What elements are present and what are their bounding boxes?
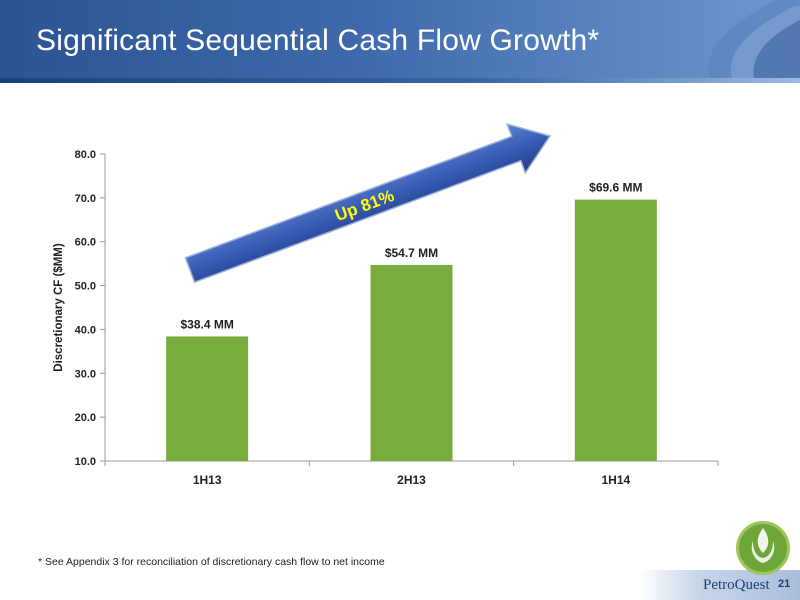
y-tick-label: 10.0 (75, 456, 96, 468)
bar-1h13 (166, 336, 249, 461)
petroquest-flame-logo-icon (736, 521, 790, 575)
x-tick-label: 1H13 (193, 473, 222, 487)
title-banner: Significant Sequential Cash Flow Growth* (0, 0, 800, 78)
page-number: 21 (778, 578, 791, 590)
data-label: $54.7 MM (385, 246, 438, 260)
header-rule (0, 78, 800, 83)
bar-1h14 (574, 199, 657, 461)
company-logo-text: PetroQuest (703, 577, 770, 593)
y-tick-label: 60.0 (75, 237, 96, 249)
growth-arrow-shape (184, 123, 552, 284)
y-tick-label: 50.0 (75, 281, 96, 293)
data-label: $69.6 MM (589, 181, 642, 195)
y-axis-title: Discretionary CF ($MM) (53, 243, 65, 372)
y-tick-label: 20.0 (75, 412, 96, 424)
footer-bar (640, 570, 800, 600)
y-tick-label: 70.0 (75, 193, 96, 205)
footnote: * See Appendix 3 for reconciliation of d… (38, 556, 385, 568)
slide-title: Significant Sequential Cash Flow Growth* (36, 24, 600, 57)
bar-2h13 (370, 264, 453, 461)
x-tick-label: 1H14 (601, 473, 630, 487)
y-tick-label: 80.0 (75, 149, 96, 161)
x-tick-label: 2H13 (397, 473, 426, 487)
data-label: $38.4 MM (180, 317, 233, 331)
flame-swoosh-decoration (708, 0, 800, 78)
growth-arrow: Up 81% (184, 123, 552, 284)
y-tick-label: 30.0 (75, 368, 96, 380)
y-tick-label: 40.0 (75, 324, 96, 336)
